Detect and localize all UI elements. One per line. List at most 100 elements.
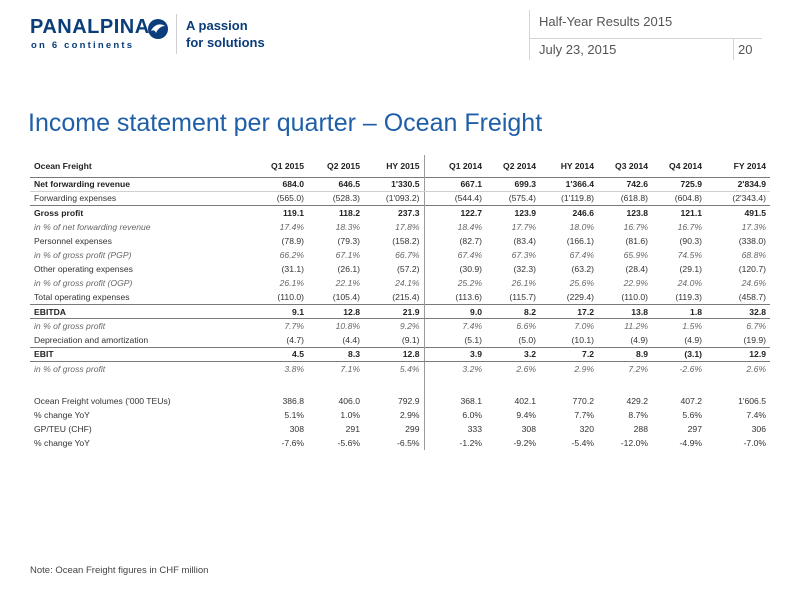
table-cell: 742.6: [598, 176, 652, 192]
spacer-cell: [652, 376, 706, 394]
table-cell: 1.8: [652, 304, 706, 320]
table-cell: (3.1): [652, 346, 706, 362]
table-cell: (4.4): [342, 334, 360, 345]
table-cell: (166.1): [566, 235, 594, 246]
table-cell: (57.2): [397, 264, 420, 275]
income-statement-table: Ocean Freight Q1 2015 Q2 2015 HY 2015 Q1…: [30, 155, 770, 451]
row-label: Personnel expenses: [34, 235, 112, 246]
table-cell: (30.9): [423, 262, 486, 277]
tagline-line-1: A passion: [186, 18, 248, 33]
spacer-cell: [598, 376, 652, 394]
column-header: Q2 2014: [503, 160, 536, 171]
document-date: July 23, 2015: [539, 42, 617, 57]
table-cell: (528.3): [332, 193, 360, 204]
table-cell: 3.2%: [423, 361, 486, 376]
table-cell: 1.5%: [682, 321, 702, 332]
table-cell: 16.7%: [623, 221, 648, 232]
table-cell: -2.6%: [679, 363, 702, 374]
table-cell: (618.8): [620, 193, 648, 204]
table-cell: 9.0: [423, 304, 486, 320]
table-cell: 333: [423, 422, 486, 437]
table-row: Net forwarding revenue 684.0 646.5 1'330.5 6…: [30, 176, 770, 192]
spacer-cell: [308, 376, 364, 394]
table-cell: 66.7%: [395, 250, 420, 261]
table-cell: 10.8%: [335, 321, 360, 332]
table-cell: 17.4%: [279, 221, 304, 232]
table-cell: 24.6%: [741, 278, 766, 289]
table-cell: (29.1): [679, 264, 702, 275]
table-cell: 299: [405, 424, 420, 435]
table-cell: 7.1%: [340, 363, 360, 374]
table-cell: 7.4%: [746, 409, 766, 420]
table-cell: (115.7): [509, 292, 536, 303]
footnote: Note: Ocean Freight figures in CHF milli…: [30, 565, 209, 576]
table-cell: 9.1: [252, 304, 308, 320]
table-cell: 66.2%: [279, 250, 304, 261]
table-cell: (79.3): [337, 235, 360, 246]
table-cell: 1'330.5: [364, 176, 424, 192]
table-cell: 24.1%: [395, 278, 420, 289]
tagline-line-2: for solutions: [186, 35, 265, 50]
table-cell: 8.7%: [628, 409, 648, 420]
table-spacer: [30, 375, 770, 394]
table-cell: 297: [687, 424, 702, 435]
table-cell: 5.4%: [399, 363, 420, 374]
panalpina-logo: PANALPINA on 6 continents: [30, 14, 170, 54]
row-label: Total operating expenses: [34, 292, 130, 303]
table-cell: (604.8): [674, 193, 702, 204]
header-info-divider: [530, 38, 762, 39]
row-label: in % of gross profit (OGP): [34, 278, 133, 289]
table-cell: (90.3): [679, 235, 702, 246]
table-cell: 17.3%: [741, 221, 766, 232]
table-cell: (158.2): [392, 235, 420, 246]
table-cell: -4.9%: [679, 438, 702, 449]
column-header: Q3 2014: [615, 160, 648, 171]
spacer-cell: [706, 376, 770, 394]
table-cell: (63.2): [571, 264, 594, 275]
table-cell: 6.6%: [516, 321, 536, 332]
table-cell: (4.9): [684, 334, 702, 345]
table-cell: -1.2%: [423, 436, 486, 451]
table-cell: (31.1): [281, 264, 304, 275]
column-header: FY 2014: [733, 160, 766, 171]
table-cell: 308: [289, 424, 304, 435]
spacer-cell: [364, 376, 424, 394]
table-cell: 429.2: [626, 395, 648, 406]
table-header-row: Ocean Freight Q1 2015 Q2 2015 HY 2015 Q1…: [30, 155, 770, 177]
table-cell: 13.8: [598, 304, 652, 320]
table-cell: 7.4%: [423, 318, 486, 334]
table-row: Total operating expenses (110.0) (105.4) (2…: [30, 290, 770, 305]
table-cell: 12.9: [706, 346, 770, 362]
logo-wordmark: PANALPINA: [30, 16, 150, 38]
table-row: Depreciation and amortization (4.7) (4.4) (…: [30, 333, 770, 348]
column-header: HY 2015: [386, 160, 420, 171]
table-cell: 17.8%: [395, 221, 420, 232]
row-label: in % of net forwarding revenue: [34, 221, 151, 232]
table-cell: 9.4%: [516, 409, 536, 420]
table-cell: 123.8: [598, 204, 652, 220]
table-cell: 22.9%: [623, 278, 648, 289]
table-cell: 18.3%: [335, 221, 360, 232]
row-label: Net forwarding revenue: [30, 176, 252, 192]
table-cell: 237.3: [364, 204, 424, 220]
row-label: Ocean Freight volumes ('000 TEUs): [34, 395, 171, 406]
row-label: in % of gross profit: [34, 363, 106, 374]
table-cell: 368.1: [423, 393, 486, 408]
table-cell: (120.7): [738, 264, 766, 275]
table-cell: 7.2%: [628, 363, 648, 374]
table-cell: 26.1%: [279, 278, 304, 289]
row-label: in % of gross profit: [34, 321, 106, 332]
table-cell: (10.1): [571, 334, 594, 345]
table-cell: 288: [633, 424, 648, 435]
table-cell: 16.7%: [677, 221, 702, 232]
table-cell: 491.5: [706, 204, 770, 220]
column-header: Q4 2014: [669, 160, 702, 171]
table-row: GP/TEU (CHF) 308 291 299 333 308 320 288 297 306: [30, 422, 770, 437]
tagline: A passion for solutions: [186, 17, 265, 51]
row-label: GP/TEU (CHF): [34, 424, 92, 435]
table-cell: (110.0): [621, 292, 648, 303]
row-label: EBITDA: [30, 304, 252, 320]
table-cell: 32.8: [706, 304, 770, 320]
table-cell: 2.6%: [516, 363, 536, 374]
table-cell: (81.6): [625, 235, 648, 246]
